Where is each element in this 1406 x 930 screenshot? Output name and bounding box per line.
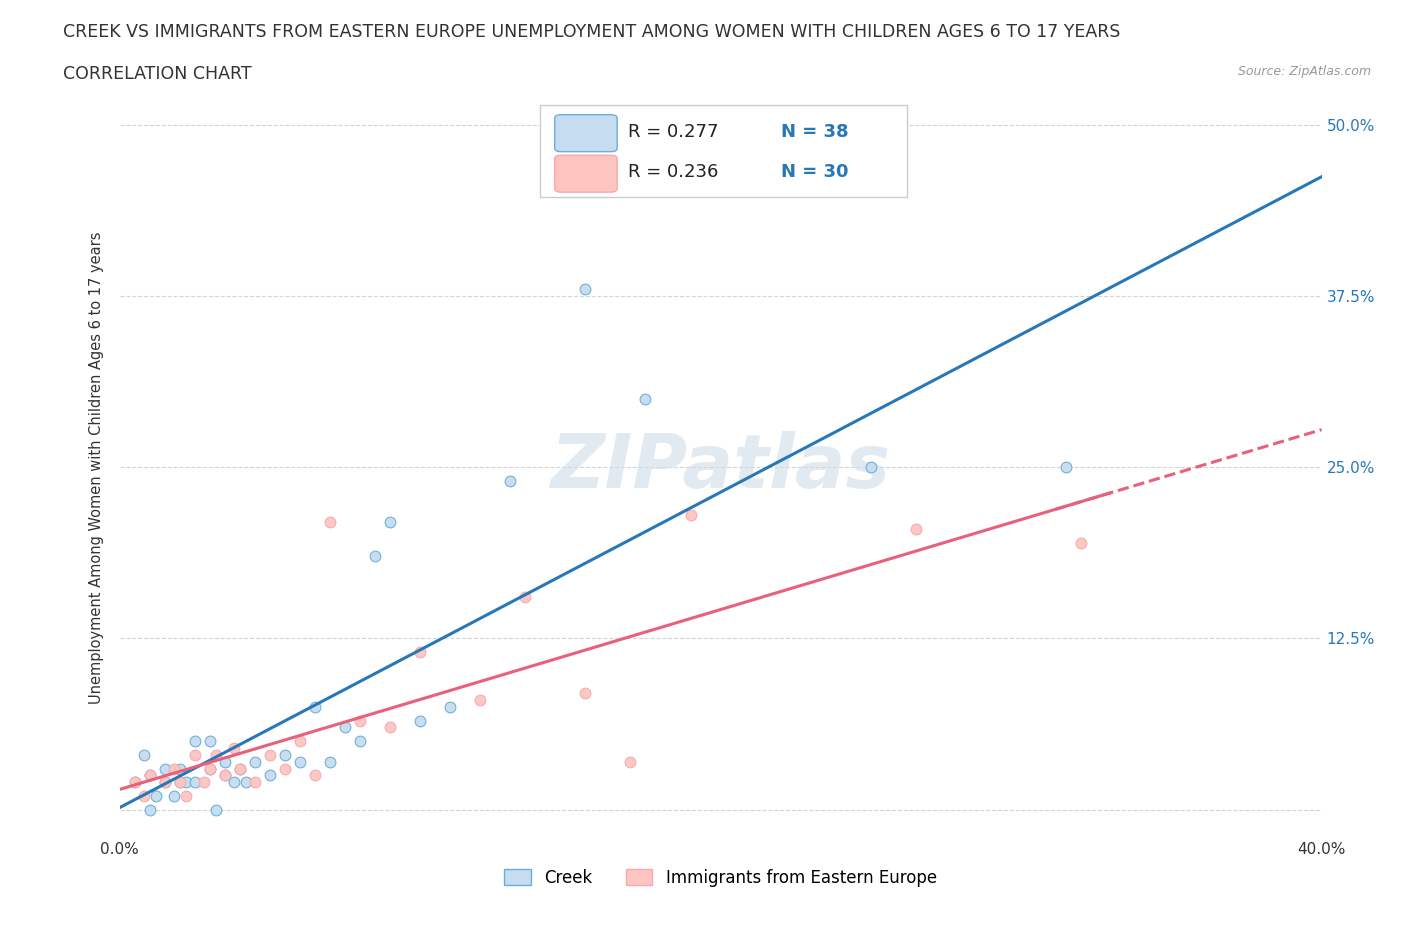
Point bbox=[214, 768, 236, 783]
Point bbox=[228, 761, 252, 776]
FancyBboxPatch shape bbox=[540, 105, 907, 197]
Point bbox=[138, 768, 160, 783]
Point bbox=[174, 789, 197, 804]
Point bbox=[364, 549, 387, 564]
Point bbox=[304, 699, 326, 714]
Point bbox=[859, 460, 882, 475]
Point bbox=[124, 775, 146, 790]
Point bbox=[198, 761, 221, 776]
Point bbox=[228, 761, 252, 776]
Point bbox=[183, 775, 205, 790]
Point bbox=[145, 789, 167, 804]
Point bbox=[153, 775, 176, 790]
Text: R = 0.277: R = 0.277 bbox=[628, 123, 718, 140]
Point bbox=[259, 748, 281, 763]
Point bbox=[162, 789, 184, 804]
Point bbox=[1054, 460, 1077, 475]
Point bbox=[904, 522, 927, 537]
Point bbox=[349, 734, 371, 749]
Point bbox=[198, 761, 221, 776]
Point bbox=[222, 775, 245, 790]
Text: CORRELATION CHART: CORRELATION CHART bbox=[63, 65, 252, 83]
Point bbox=[214, 754, 236, 769]
Text: R = 0.236: R = 0.236 bbox=[628, 163, 718, 181]
Point bbox=[222, 740, 245, 755]
Point bbox=[174, 775, 197, 790]
Point bbox=[619, 754, 641, 769]
Point bbox=[169, 775, 191, 790]
Y-axis label: Unemployment Among Women with Children Ages 6 to 17 years: Unemployment Among Women with Children A… bbox=[89, 231, 104, 704]
Point bbox=[169, 775, 191, 790]
Point bbox=[204, 748, 226, 763]
Point bbox=[679, 508, 702, 523]
Point bbox=[132, 789, 155, 804]
Point bbox=[235, 775, 257, 790]
Point bbox=[439, 699, 461, 714]
Point bbox=[243, 775, 266, 790]
Point bbox=[319, 754, 342, 769]
Point bbox=[574, 685, 596, 700]
Point bbox=[132, 748, 155, 763]
Point bbox=[124, 775, 146, 790]
Point bbox=[349, 713, 371, 728]
Point bbox=[193, 775, 215, 790]
Point bbox=[468, 693, 492, 708]
Text: CREEK VS IMMIGRANTS FROM EASTERN EUROPE UNEMPLOYMENT AMONG WOMEN WITH CHILDREN A: CREEK VS IMMIGRANTS FROM EASTERN EUROPE … bbox=[63, 23, 1121, 41]
FancyBboxPatch shape bbox=[555, 114, 617, 152]
FancyBboxPatch shape bbox=[555, 155, 617, 193]
Text: ZIPatlas: ZIPatlas bbox=[551, 431, 890, 504]
Point bbox=[409, 713, 432, 728]
Text: N = 30: N = 30 bbox=[780, 163, 848, 181]
Point bbox=[138, 768, 160, 783]
Point bbox=[333, 720, 356, 735]
Point bbox=[499, 473, 522, 488]
Point bbox=[169, 761, 191, 776]
Point bbox=[198, 734, 221, 749]
Point bbox=[214, 768, 236, 783]
Point bbox=[319, 514, 342, 529]
Point bbox=[304, 768, 326, 783]
Point bbox=[274, 761, 297, 776]
Point bbox=[634, 392, 657, 406]
Point bbox=[274, 748, 297, 763]
Legend: Creek, Immigrants from Eastern Europe: Creek, Immigrants from Eastern Europe bbox=[496, 860, 945, 896]
Point bbox=[138, 803, 160, 817]
Point bbox=[515, 590, 537, 604]
Point bbox=[183, 734, 205, 749]
Point bbox=[288, 754, 311, 769]
Point bbox=[378, 720, 401, 735]
Point bbox=[243, 754, 266, 769]
Text: N = 38: N = 38 bbox=[780, 123, 848, 140]
Point bbox=[162, 761, 184, 776]
Point bbox=[409, 644, 432, 659]
Point bbox=[204, 803, 226, 817]
Point bbox=[259, 768, 281, 783]
Point bbox=[1070, 535, 1092, 550]
Text: Source: ZipAtlas.com: Source: ZipAtlas.com bbox=[1237, 65, 1371, 78]
Point bbox=[574, 282, 596, 297]
Point bbox=[153, 775, 176, 790]
Point bbox=[183, 748, 205, 763]
Point bbox=[153, 761, 176, 776]
Point bbox=[378, 514, 401, 529]
Point bbox=[288, 734, 311, 749]
